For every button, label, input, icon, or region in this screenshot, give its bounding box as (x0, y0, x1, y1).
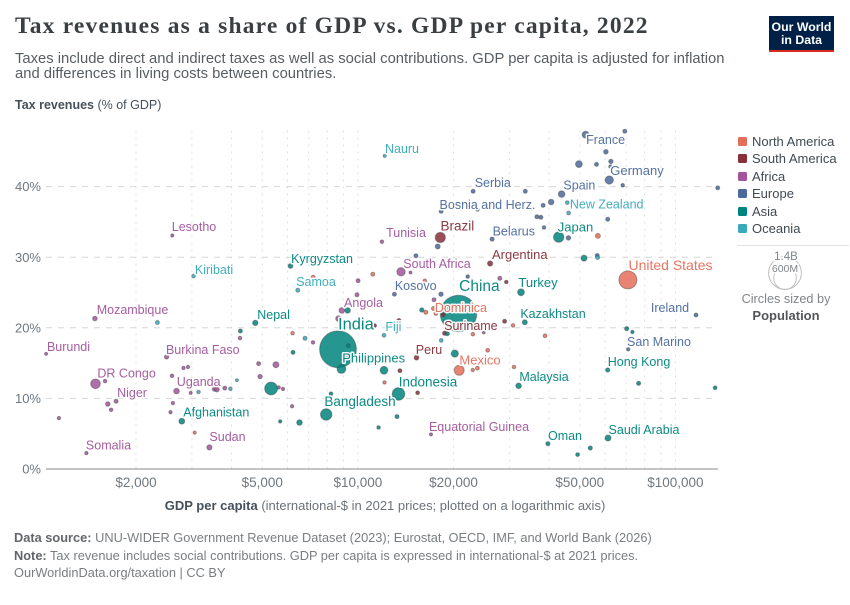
svg-text:Peru: Peru (416, 343, 442, 357)
svg-text:Lesotho: Lesotho (172, 220, 217, 234)
svg-text:Afghanistan: Afghanistan (183, 406, 249, 420)
svg-text:1.4B: 1.4B (774, 251, 798, 263)
svg-text:Serbia: Serbia (475, 176, 511, 190)
svg-text:Nepal: Nepal (257, 308, 290, 322)
svg-text:Kosovo: Kosovo (395, 279, 437, 293)
svg-text:Bosnia and Herz.: Bosnia and Herz. (440, 198, 536, 212)
svg-text:Dominica: Dominica (435, 301, 487, 315)
svg-text:France: France (586, 133, 625, 147)
svg-text:Burkina Faso: Burkina Faso (166, 343, 240, 357)
svg-text:Germany: Germany (610, 163, 664, 178)
svg-text:40%: 40% (15, 179, 41, 194)
svg-text:Sudan: Sudan (209, 430, 245, 444)
svg-text:Tunisia: Tunisia (386, 226, 426, 240)
svg-text:South Africa: South Africa (403, 257, 470, 271)
svg-text:China: China (459, 278, 500, 295)
svg-text:20%: 20% (15, 320, 41, 335)
svg-text:Samoa: Samoa (296, 275, 336, 289)
svg-text:Philippines: Philippines (342, 350, 405, 365)
svg-text:Belarus: Belarus (493, 224, 535, 238)
svg-text:Uganda: Uganda (177, 375, 221, 389)
svg-text:$2,000: $2,000 (115, 475, 156, 490)
svg-text:Mozambique: Mozambique (97, 303, 169, 317)
svg-text:Somalia: Somalia (86, 438, 131, 452)
svg-text:New Zealand: New Zealand (570, 198, 644, 212)
svg-text:$20,000: $20,000 (429, 475, 478, 490)
svg-text:Angola: Angola (344, 296, 383, 310)
svg-text:Niger: Niger (117, 386, 147, 400)
svg-text:$50,000: $50,000 (555, 475, 604, 490)
svg-text:Kiribati: Kiribati (195, 263, 233, 277)
svg-text:DR Congo: DR Congo (97, 366, 155, 380)
svg-text:Hong Kong: Hong Kong (608, 355, 671, 369)
svg-text:$5,000: $5,000 (242, 475, 283, 490)
svg-text:Indonesia: Indonesia (399, 375, 458, 390)
svg-text:India: India (338, 316, 375, 334)
svg-text:Japan: Japan (558, 219, 593, 234)
svg-text:600M: 600M (772, 263, 798, 275)
svg-text:Argentina: Argentina (492, 247, 548, 262)
svg-text:Kazakhstan: Kazakhstan (520, 307, 585, 321)
svg-text:Saudi Arabia: Saudi Arabia (609, 423, 680, 437)
svg-text:Equatorial Guinea: Equatorial Guinea (429, 420, 529, 434)
svg-text:Turkey: Turkey (518, 275, 558, 290)
svg-text:Spain: Spain (563, 178, 595, 192)
svg-text:United States: United States (628, 257, 712, 273)
svg-text:$10,000: $10,000 (333, 475, 382, 490)
svg-text:Mexico: Mexico (459, 352, 500, 367)
svg-text:Kyrgyzstan: Kyrgyzstan (291, 252, 353, 266)
svg-text:San Marino: San Marino (627, 335, 691, 349)
svg-text:0%: 0% (22, 462, 41, 477)
svg-text:$100,000: $100,000 (647, 475, 703, 490)
svg-text:Nauru: Nauru (385, 142, 419, 156)
svg-text:Bangladesh: Bangladesh (324, 394, 395, 409)
svg-text:Ireland: Ireland (651, 301, 689, 315)
svg-text:Oman: Oman (548, 429, 582, 443)
svg-text:30%: 30% (15, 250, 41, 265)
svg-text:Brazil: Brazil (441, 219, 475, 234)
svg-text:10%: 10% (15, 391, 41, 406)
svg-text:Burundi: Burundi (47, 340, 90, 354)
svg-text:Malaysia: Malaysia (519, 370, 568, 384)
svg-text:Fiji: Fiji (385, 320, 401, 334)
svg-text:Suriname: Suriname (444, 319, 498, 333)
